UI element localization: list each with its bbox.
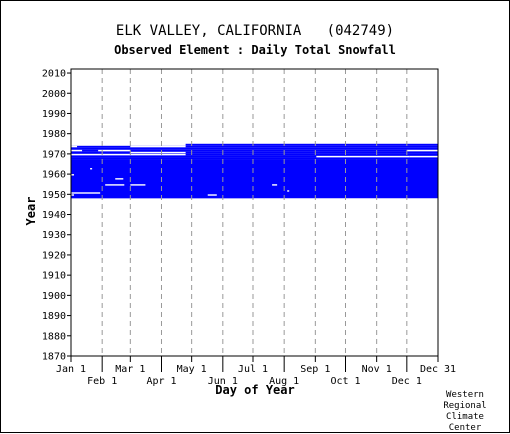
- observed-block: [71, 149, 438, 152]
- missing-segment: [253, 198, 438, 200]
- missing-segment: [71, 192, 101, 194]
- y-tick-label: 1910: [42, 271, 66, 282]
- x-tick-label: May 1: [177, 364, 207, 375]
- x-tick-label: Mar 1: [115, 364, 145, 375]
- observed-block: [71, 155, 438, 158]
- missing-segment: [130, 153, 186, 156]
- y-tick-label: 1890: [42, 311, 66, 322]
- y-tick-label: 1950: [42, 190, 66, 201]
- observed-block: [71, 145, 438, 148]
- y-tick-label: 2000: [42, 89, 66, 100]
- observed-block: [185, 143, 438, 146]
- credit-line: Regional: [443, 401, 487, 411]
- y-tick-label: 1930: [42, 230, 66, 241]
- x-tick-label: Aug 1: [269, 376, 299, 387]
- y-tick-label: 1940: [42, 210, 66, 221]
- missing-segment: [130, 184, 146, 186]
- x-tick-label: Jun 1: [208, 376, 238, 387]
- missing-segment: [115, 178, 124, 180]
- x-tick-label: Dec 1: [392, 376, 422, 387]
- chart-subtitle: Observed Element : Daily Total Snowfall: [114, 43, 396, 57]
- observed-block: [71, 147, 438, 150]
- y-tick-label: 1990: [42, 109, 66, 120]
- missing-segment: [71, 149, 83, 152]
- missing-segment: [98, 149, 131, 152]
- y-tick-label: 1920: [42, 250, 66, 261]
- plot-border: [70, 68, 439, 357]
- missing-segment: [409, 155, 438, 158]
- x-tick-label: Dec 31: [420, 364, 456, 375]
- x-tick-label: Feb 1: [87, 376, 117, 387]
- credit-line: Center: [448, 423, 482, 433]
- x-tick-label: Nov 1: [362, 364, 392, 375]
- y-tick-label: 1880: [42, 331, 66, 342]
- missing-segment: [71, 153, 131, 156]
- y-axis-label: Year: [24, 196, 38, 226]
- observed-block: [71, 153, 438, 156]
- missing-segment: [71, 145, 78, 148]
- observed-block: [71, 159, 438, 199]
- y-tick-label: 2010: [42, 69, 66, 80]
- missing-segment: [316, 155, 410, 158]
- observed-block: [71, 157, 438, 160]
- credit-line: Western: [446, 390, 484, 400]
- missing-segment: [207, 194, 217, 196]
- missing-segment: [71, 174, 75, 176]
- y-tick-label: 1870: [42, 352, 66, 363]
- x-tick-label: Jul 1: [238, 364, 268, 375]
- x-tick-label: Oct 1: [330, 376, 360, 387]
- x-tick-label: Sep 1: [300, 364, 330, 375]
- y-tick-label: 1960: [42, 170, 66, 181]
- y-tick-label: 1900: [42, 291, 66, 302]
- x-tick-label: Apr 1: [146, 376, 176, 387]
- missing-segment: [90, 168, 93, 170]
- missing-segment: [130, 151, 186, 154]
- chart-title: ELK VALLEY, CALIFORNIA (042749): [115, 23, 395, 39]
- credit-block: Western Regional Climate Center: [435, 390, 495, 434]
- credit-line: Climate: [446, 412, 484, 422]
- observed-block: [71, 151, 438, 154]
- missing-segment: [272, 184, 278, 186]
- x-axis-label-text: Day of Year: [215, 383, 295, 397]
- missing-segment: [71, 194, 75, 196]
- x-tick-label: Jan 1: [56, 364, 86, 375]
- y-tick-label: 1980: [42, 129, 66, 140]
- y-tick-label: 1970: [42, 149, 66, 160]
- missing-segment: [105, 184, 125, 186]
- missing-segment: [406, 149, 438, 152]
- x-axis-label: Day of Year: [1, 383, 509, 397]
- missing-segment: [130, 145, 186, 148]
- missing-segment: [287, 190, 290, 192]
